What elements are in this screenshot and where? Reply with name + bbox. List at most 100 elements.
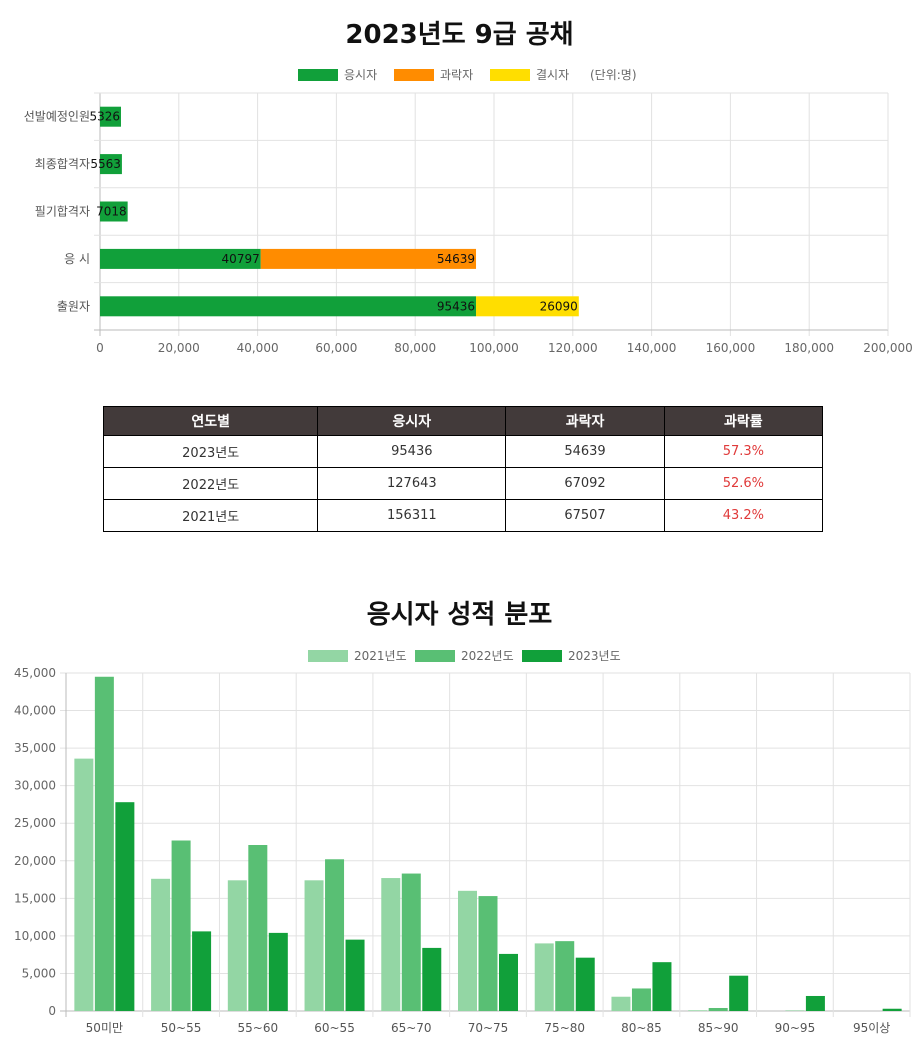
chart2-title: 응시자 성적 분포 bbox=[366, 600, 553, 630]
data-label: 7018 bbox=[96, 205, 127, 219]
bar-segment bbox=[100, 296, 477, 317]
table-header-cell: 과락자 bbox=[505, 406, 665, 436]
x-tick-label: 160,000 bbox=[706, 341, 756, 355]
legend-label: 2023년도 bbox=[568, 649, 621, 663]
table-cell-rate: 57.3% bbox=[663, 435, 824, 468]
x-category-label: 50~55 bbox=[161, 1021, 202, 1035]
x-category-label: 70~75 bbox=[468, 1021, 509, 1035]
bar-segment bbox=[260, 248, 477, 269]
bar bbox=[458, 890, 477, 1011]
table-header-cell: 과락률 bbox=[663, 406, 824, 436]
x-category-label: 50미만 bbox=[86, 1021, 123, 1035]
bar bbox=[478, 896, 498, 1011]
bar bbox=[192, 931, 212, 1011]
bar-segment bbox=[100, 154, 122, 175]
bar bbox=[227, 880, 247, 1011]
bar bbox=[631, 988, 651, 1011]
y-tick-label: 5,000 bbox=[22, 966, 56, 980]
y-tick-label: 20,000 bbox=[14, 854, 56, 868]
bar bbox=[304, 880, 324, 1011]
x-category-label: 80~85 bbox=[621, 1021, 662, 1035]
x-tick-label: 140,000 bbox=[627, 341, 677, 355]
legend-swatch bbox=[415, 650, 455, 662]
legend-swatch bbox=[308, 650, 348, 662]
fail-rate-table: 연도별 응시자 과락자 과락률 2023년도 95436 54639 57.3%… bbox=[102, 406, 824, 532]
bar-segment bbox=[476, 296, 579, 317]
table-cell: 67092 bbox=[505, 467, 665, 500]
y-tick-label: 40,000 bbox=[14, 704, 56, 718]
legend-swatch bbox=[490, 69, 530, 81]
y-category-label: 필기합격자 bbox=[35, 205, 90, 219]
bar bbox=[555, 941, 575, 1011]
x-category-label: 75~80 bbox=[544, 1021, 585, 1035]
table-cell: 2021년도 bbox=[102, 499, 319, 532]
x-tick-label: 80,000 bbox=[394, 341, 436, 355]
data-label: 95436 bbox=[437, 299, 475, 313]
data-label: 5563 bbox=[90, 157, 121, 171]
table-cell: 95436 bbox=[317, 435, 507, 468]
y-tick-label: 10,000 bbox=[14, 929, 56, 943]
legend-label: 2021년도 bbox=[354, 649, 407, 663]
bar bbox=[94, 676, 114, 1011]
bar bbox=[325, 859, 345, 1011]
x-tick-label: 200,000 bbox=[863, 341, 913, 355]
bar bbox=[688, 1010, 708, 1011]
bar-segment bbox=[100, 106, 121, 127]
table-header-cell: 응시자 bbox=[317, 406, 507, 436]
table-cell: 2022년도 bbox=[102, 467, 319, 500]
bar bbox=[248, 845, 268, 1011]
x-category-label: 55~60 bbox=[238, 1021, 279, 1035]
legend-label: 응시자 bbox=[344, 68, 377, 82]
x-category-label: 65~70 bbox=[391, 1021, 432, 1035]
table-cell-rate: 43.2% bbox=[663, 499, 824, 532]
y-category-label: 최종합격자 bbox=[35, 157, 90, 171]
legend-swatch bbox=[394, 69, 434, 81]
x-tick-label: 40,000 bbox=[237, 341, 279, 355]
bar bbox=[611, 996, 631, 1011]
table-row: 2023년도 95436 54639 57.3% bbox=[102, 435, 824, 468]
x-tick-label: 20,000 bbox=[158, 341, 200, 355]
bar bbox=[171, 840, 191, 1011]
chart1-title: 2023년도 9급 공채 bbox=[345, 20, 574, 50]
x-category-label: 90~95 bbox=[775, 1021, 816, 1035]
y-tick-label: 25,000 bbox=[14, 816, 56, 830]
x-category-label: 85~90 bbox=[698, 1021, 739, 1035]
legend-swatch bbox=[298, 69, 338, 81]
bar-segment bbox=[100, 201, 128, 222]
legend-label: 2022년도 bbox=[461, 649, 514, 663]
table-header-row: 연도별 응시자 과락자 과락률 bbox=[102, 406, 824, 436]
table-cell: 2023년도 bbox=[102, 435, 319, 468]
y-category-label: 선발예정인원 bbox=[24, 110, 90, 124]
table-cell-rate: 52.6% bbox=[663, 467, 824, 500]
table-header-cell: 연도별 bbox=[102, 406, 319, 436]
y-tick-label: 35,000 bbox=[14, 741, 56, 755]
table-cell: 127643 bbox=[317, 467, 507, 500]
y-tick-label: 0 bbox=[48, 1004, 56, 1018]
bar bbox=[115, 802, 135, 1011]
bar bbox=[401, 873, 421, 1011]
bar bbox=[729, 975, 749, 1011]
y-tick-label: 15,000 bbox=[14, 891, 56, 905]
legend-label: 과락자 bbox=[440, 68, 473, 82]
bar bbox=[499, 953, 518, 1011]
table-row: 2022년도 127643 67092 52.6% bbox=[102, 467, 824, 500]
x-tick-label: 180,000 bbox=[784, 341, 834, 355]
table-cell: 156311 bbox=[317, 499, 507, 532]
data-label: 40797 bbox=[222, 252, 260, 266]
x-category-label: 95이상 bbox=[853, 1021, 890, 1035]
table-row: 2021년도 156311 67507 43.2% bbox=[102, 499, 824, 532]
bar bbox=[882, 1008, 902, 1011]
data-label: 26090 bbox=[540, 299, 578, 313]
bar bbox=[151, 878, 171, 1011]
legend-swatch bbox=[522, 650, 562, 662]
x-tick-label: 60,000 bbox=[315, 341, 357, 355]
bar bbox=[575, 957, 595, 1011]
table-cell: 54639 bbox=[505, 435, 665, 468]
unit-note: (단위:명) bbox=[590, 68, 637, 82]
hbar-chart: 응시자 과락자 결시자 (단위:명) 0 20,000 40,000 60,000 80,000… bbox=[24, 68, 913, 355]
bar bbox=[652, 962, 672, 1011]
bar bbox=[422, 947, 442, 1011]
table-cell: 67507 bbox=[505, 499, 665, 532]
bar-segment bbox=[100, 248, 261, 269]
data-label: 5326 bbox=[89, 110, 120, 124]
